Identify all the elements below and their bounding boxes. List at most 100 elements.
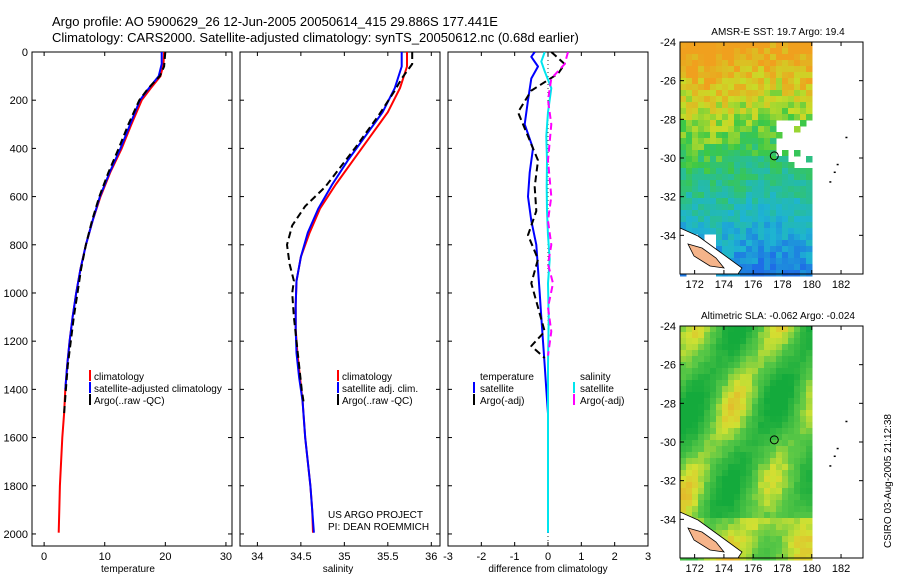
map-cell <box>776 518 783 525</box>
map-cell <box>728 66 735 73</box>
map-cell <box>758 114 765 121</box>
map-cell <box>806 240 813 247</box>
temperature-legend: climatology satellite-adjusted climatolo… <box>89 370 222 407</box>
map-cell <box>680 464 687 471</box>
map-cell <box>734 108 741 115</box>
map-cell <box>680 356 687 363</box>
map-cell <box>788 554 795 561</box>
map-cell <box>752 368 759 375</box>
map-cell <box>710 222 717 229</box>
x-tick-label: 35.5 <box>377 551 398 563</box>
map-cell <box>710 506 717 513</box>
map-cell <box>692 162 699 169</box>
map-cell <box>770 258 777 265</box>
map-cell <box>788 174 795 181</box>
map-cell <box>794 326 801 333</box>
map-cell <box>716 350 723 357</box>
map-cell <box>722 494 729 501</box>
map-cell <box>722 344 729 351</box>
map-cell <box>734 458 741 465</box>
map-cell <box>764 410 771 417</box>
map-cell <box>734 132 741 139</box>
map-cell <box>704 42 711 49</box>
map-cell <box>794 180 801 187</box>
map-cell <box>752 356 759 363</box>
map-cell <box>722 132 729 139</box>
map-cell <box>806 494 813 501</box>
map-cell <box>698 362 705 369</box>
map-cell <box>770 66 777 73</box>
map-cell <box>776 338 783 345</box>
map-cell <box>776 488 783 495</box>
map-cell <box>776 404 783 411</box>
map-cell <box>734 144 741 151</box>
map-cell <box>752 428 759 435</box>
map-cell <box>746 326 753 333</box>
map-cell <box>764 48 771 55</box>
map-cell <box>704 404 711 411</box>
map-cell <box>692 144 699 151</box>
map-cell <box>710 90 717 97</box>
map-cell <box>746 60 753 67</box>
map-cell <box>752 246 759 253</box>
map-cell <box>686 120 693 127</box>
map-cell <box>806 356 813 363</box>
map-cell <box>794 246 801 253</box>
map-cell <box>728 518 735 525</box>
map-cell <box>716 54 723 61</box>
map-cell <box>752 482 759 489</box>
map-cell <box>806 114 813 121</box>
map-cell <box>758 392 765 399</box>
map-cell <box>740 264 747 271</box>
map-cell <box>746 488 753 495</box>
map-cell <box>806 198 813 205</box>
map-cell <box>728 452 735 459</box>
map-cell <box>716 210 723 217</box>
map-cell <box>758 234 765 241</box>
map-cell <box>692 132 699 139</box>
x-tick-label: 10 <box>99 551 111 563</box>
map-cell <box>710 210 717 217</box>
map-cell <box>752 440 759 447</box>
map-cell <box>770 548 777 555</box>
map-cell <box>758 470 765 477</box>
map-cell <box>710 446 717 453</box>
map-cell <box>716 374 723 381</box>
map-cell <box>704 440 711 447</box>
map-cell <box>794 494 801 501</box>
map-cell <box>698 60 705 67</box>
map-cell <box>734 518 741 525</box>
map-cell <box>794 446 801 453</box>
map-cell <box>764 548 771 555</box>
y-tick-label: -28 <box>660 398 676 410</box>
map-cell <box>758 434 765 441</box>
map-cell <box>692 434 699 441</box>
map-cell <box>764 114 771 121</box>
map-cell <box>806 410 813 417</box>
map-cell <box>686 422 693 429</box>
map-cell <box>758 264 765 271</box>
map-cell <box>740 216 747 223</box>
map-cell <box>746 102 753 109</box>
map-cell <box>806 458 813 465</box>
map-cell <box>788 90 795 97</box>
map-cell <box>692 168 699 175</box>
map-cell <box>782 252 789 259</box>
map-cell <box>800 350 807 357</box>
map-cell <box>740 434 747 441</box>
map-cell <box>794 192 801 199</box>
map-cell <box>686 126 693 133</box>
map-cell <box>794 398 801 405</box>
map-cell <box>740 386 747 393</box>
map-cell <box>758 356 765 363</box>
map-cell <box>740 446 747 453</box>
map-cell <box>806 530 813 537</box>
map-cell <box>806 542 813 549</box>
map-cell <box>740 338 747 345</box>
map-cell <box>740 398 747 405</box>
map-cell <box>722 500 729 507</box>
map-cell <box>740 162 747 169</box>
map-cell <box>704 180 711 187</box>
map-cell <box>722 362 729 369</box>
